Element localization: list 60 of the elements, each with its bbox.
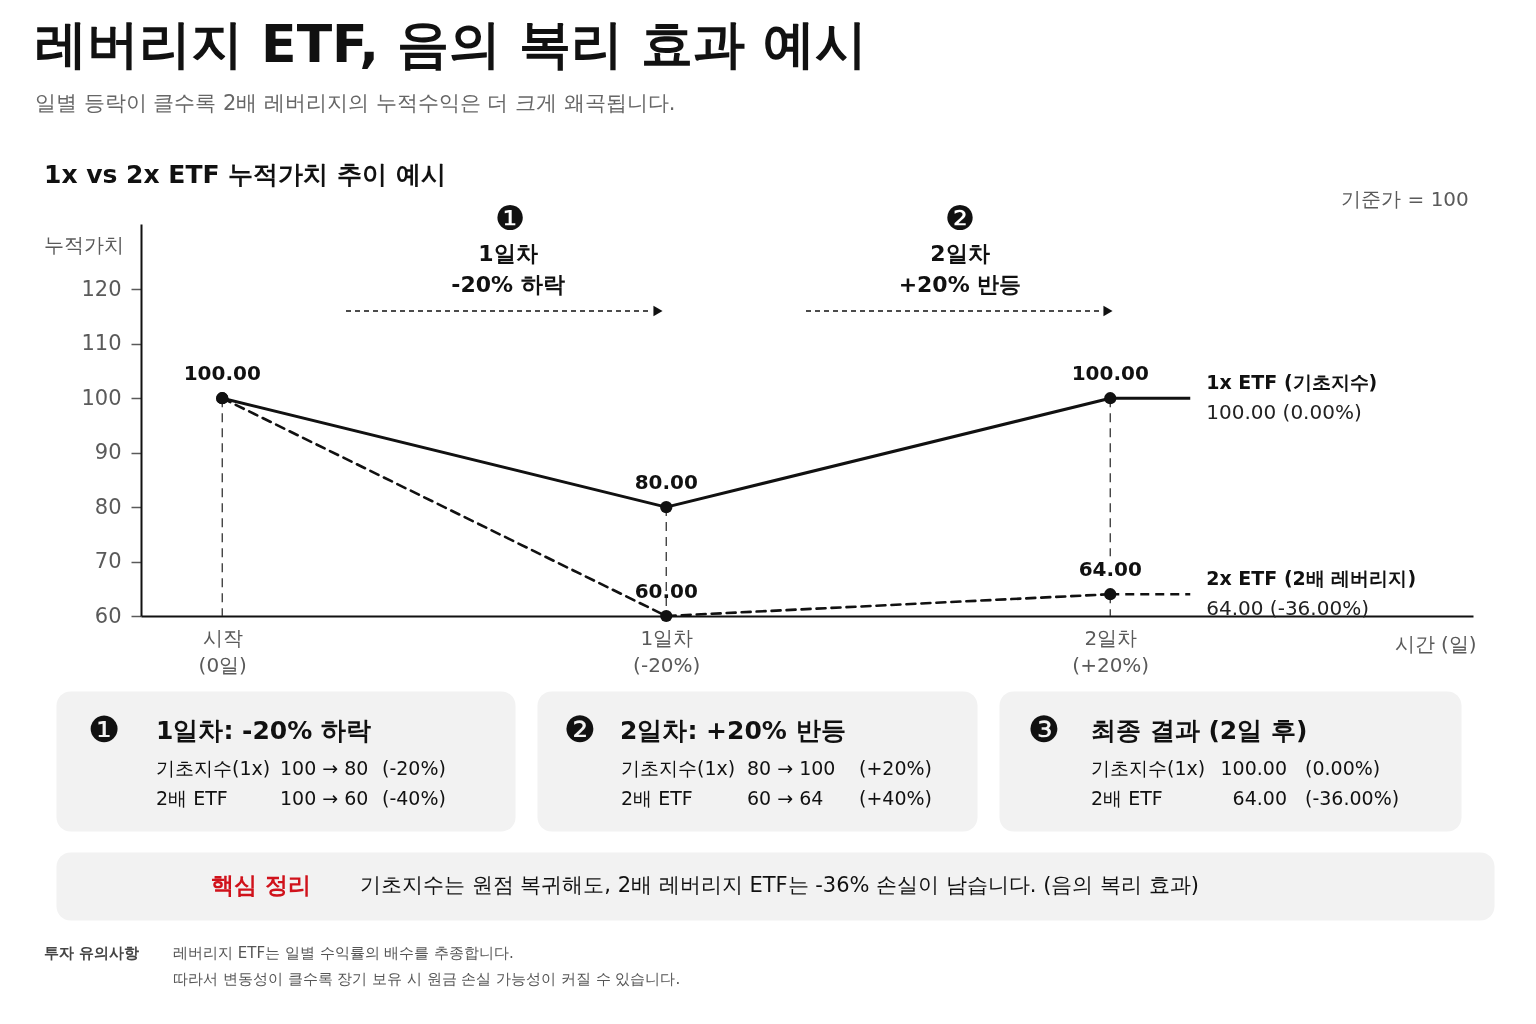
text: 64.00 [1232, 787, 1287, 809]
text: 기준가 = 100 [1341, 187, 1469, 211]
y-tick-label: 80 [94, 494, 122, 519]
text: 레버리지 ETF는 일별 수익률의 배수를 추종합니다. [173, 944, 514, 962]
x-tick-label: 2일차 (+20%) [1072, 625, 1150, 677]
annotation: 2일차 [930, 241, 990, 266]
text: 기초지수는 원점 복귀해도, 2배 레버리지 ETF는 -36% 손실이 남습니다. (음의 복리 효과) [360, 873, 1199, 897]
text: 기초지수(1x) [156, 757, 271, 779]
y-tick-label: 60 [94, 603, 122, 628]
text: 2x ETF (2배 레버리지) [1206, 567, 1417, 590]
annotation: 64.00 (-36.00%) [1206, 596, 1369, 621]
text: 60 → 64 [747, 787, 824, 809]
text: 기초지수(1x) [1091, 757, 1206, 779]
data-label: 100.00 [183, 361, 261, 386]
annotation: +20% 반등 [898, 272, 1022, 297]
data-label: 64.00 [1078, 557, 1142, 582]
text: ❶ [87, 709, 121, 750]
annotation: 1일차 [478, 241, 538, 266]
text: 100 → 80 [280, 757, 369, 779]
text: 2배 ETF [156, 787, 228, 809]
y-tick-label: 70 [94, 549, 122, 574]
y-tick-label: 90 [94, 440, 122, 465]
text: 기초지수(1x) [621, 757, 736, 779]
text: 80 → 100 [747, 757, 836, 779]
text: (+20%) [859, 757, 932, 779]
annotation: ❷ [944, 198, 976, 238]
y-tick-label: 110 [81, 331, 122, 356]
text: 따라서 변동성이 클수록 장기 보유 시 원금 손실 가능성이 커질 수 있습니다. [173, 970, 681, 988]
chart-title: 레버리지 ETF, 음의 복리 효과 예시 [35, 14, 868, 74]
y-tick-label: 100 [81, 385, 122, 410]
x-tick-label: 시작 (0일) [198, 625, 247, 677]
text: 투자 유의사항 [44, 944, 140, 962]
text: (0.00%) [1305, 757, 1381, 779]
text: (-36.00%) [1305, 787, 1400, 809]
annotation: -20% 하락 [451, 272, 565, 297]
annotation: ❶ [494, 198, 526, 238]
text: 1x ETF (기초지수) [1206, 371, 1378, 394]
text: 100 → 60 [280, 787, 369, 809]
text: (-40%) [382, 787, 446, 809]
text: 100.00 [1220, 757, 1287, 779]
data-label: 100.00 [1071, 361, 1149, 386]
text: 최종 결과 (2일 후) [1091, 716, 1308, 745]
data-label: 80.00 [634, 470, 698, 495]
text: 2배 ETF [1091, 787, 1163, 809]
text: 핵심 정리 [211, 872, 312, 898]
text: 1일차: -20% 하락 [156, 716, 372, 745]
annotation: 100.00 (0.00%) [1206, 400, 1362, 425]
x-tick-label: 1일차 (-20%) [633, 625, 701, 677]
text: 2일차: +20% 반등 [620, 716, 846, 745]
y-tick-label: 120 [81, 276, 122, 301]
text: (+40%) [859, 787, 932, 809]
text: (-20%) [382, 757, 446, 779]
text: 2배 ETF [621, 787, 693, 809]
x-axis-title: 시간 (일) [1394, 631, 1477, 656]
y-axis-title: 누적가치 [43, 232, 124, 257]
text: ❸ [1027, 709, 1061, 750]
text: 1x vs 2x ETF 누적가치 추이 예시 [44, 160, 446, 189]
data-label: 60.00 [634, 579, 698, 603]
chart-subtitle: 일별 등락이 클수록 2배 레버리지의 누적수익은 더 크게 왜곡됩니다. [35, 91, 676, 115]
text: ❷ [563, 709, 597, 750]
